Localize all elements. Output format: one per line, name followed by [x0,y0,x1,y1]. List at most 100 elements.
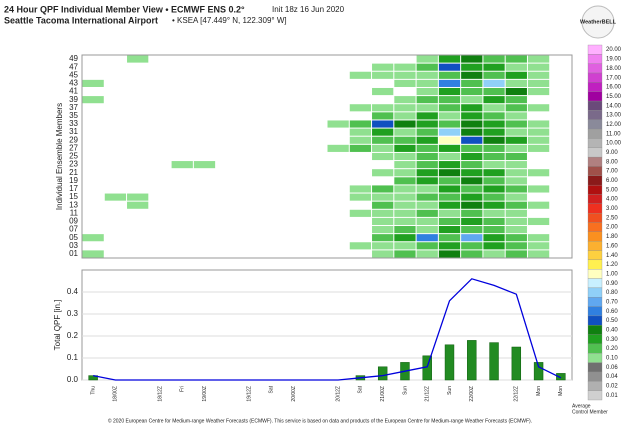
heat-cell [127,128,149,136]
colorbar-swatch [587,371,603,382]
heat-cell [149,193,171,201]
heat-cell [349,242,372,250]
heat-cell [193,201,216,209]
heat-cell [394,128,416,136]
heat-cell [416,193,438,201]
heat-cell [238,242,260,250]
colorbar-swatch [587,194,603,204]
heat-cell [527,136,550,144]
heat-cell [193,209,216,217]
heat-cell [327,136,349,144]
colorbar-swatch [587,222,603,232]
heat-cell [171,71,193,79]
heat-cell [505,177,527,185]
member-label: 31 [69,127,78,136]
heat-cell [372,71,394,79]
heat-cell [305,226,327,234]
x-tick-label: 20/12Z [335,386,341,402]
heat-cell [550,169,572,177]
heat-cell [216,63,238,71]
colorbar-label: 19.00 [606,57,622,63]
heat-cell [238,120,260,128]
heat-cell [327,185,349,193]
heat-cell [305,79,327,87]
heat-cell [171,185,193,193]
colorbar-swatch [587,315,603,326]
heat-cell [372,104,394,112]
heat-cell [327,217,349,226]
colorbar-label: 1.60 [606,243,618,249]
y-axis-label: Total QPF [in.] [53,300,62,351]
heat-cell [193,120,216,128]
heat-cell [171,63,193,71]
heat-cell [282,104,305,112]
colorbar-label: 0.06 [606,365,618,371]
heat-cell [149,185,171,193]
heat-cell [461,201,483,209]
heat-cell [327,242,349,250]
heat-cell [305,242,327,250]
heat-cell [349,55,372,63]
heat-cell [260,71,282,79]
heat-cell [193,87,216,96]
colorbar-swatch [587,362,603,373]
heat-cell [349,234,372,242]
heat-cell [193,144,216,152]
heat-cell [127,79,149,87]
heat-cell [349,185,372,193]
heat-cell [305,71,327,79]
heat-cell [461,193,483,201]
heat-cell [171,87,193,96]
heat-cell [527,144,550,152]
heat-cell [438,169,461,177]
heat-cell [238,136,260,144]
heat-cell [127,242,149,250]
heat-cell [416,217,438,226]
heat-cell [104,71,127,79]
heat-cell [372,161,394,169]
colorbar-swatch [587,390,603,401]
heat-cell [216,112,238,120]
heat-cell [416,169,438,177]
heat-cell [438,63,461,71]
heat-cell [416,250,438,258]
heat-cell [193,250,216,258]
member-label: 27 [69,143,78,152]
heat-cell [505,250,527,258]
heat-cell [327,193,349,201]
heat-cell [416,144,438,152]
heat-cell [82,242,104,250]
heat-cell [349,71,372,79]
heat-cell [149,55,171,63]
heat-cell [416,104,438,112]
heat-cell [216,185,238,193]
heat-cell [438,136,461,144]
colorbar-label: 13.00 [606,113,622,119]
colorbar-note: Control Member [572,409,608,415]
heat-cell [416,226,438,234]
heat-cell [149,226,171,234]
heat-cell [238,226,260,234]
heat-cell [149,144,171,152]
heat-cell [127,63,149,71]
heat-cell [149,201,171,209]
heat-cell [416,71,438,79]
heat-cell [260,242,282,250]
heat-cell [372,169,394,177]
heat-cell [394,250,416,258]
init: Init 18z 16 Jun 2020 [272,5,345,14]
heat-cell [149,112,171,120]
heat-cell [550,144,572,152]
heat-cell [282,63,305,71]
heat-cell [483,63,505,71]
heat-cell [282,79,305,87]
heat-cell [260,87,282,96]
heat-cell [483,55,505,63]
heat-cell [394,169,416,177]
colorbar-label: 0.01 [606,393,618,399]
heat-cell [305,136,327,144]
heat-cell [483,120,505,128]
heat-cell [260,96,282,104]
heat-cell [483,209,505,217]
heat-cell [461,169,483,177]
